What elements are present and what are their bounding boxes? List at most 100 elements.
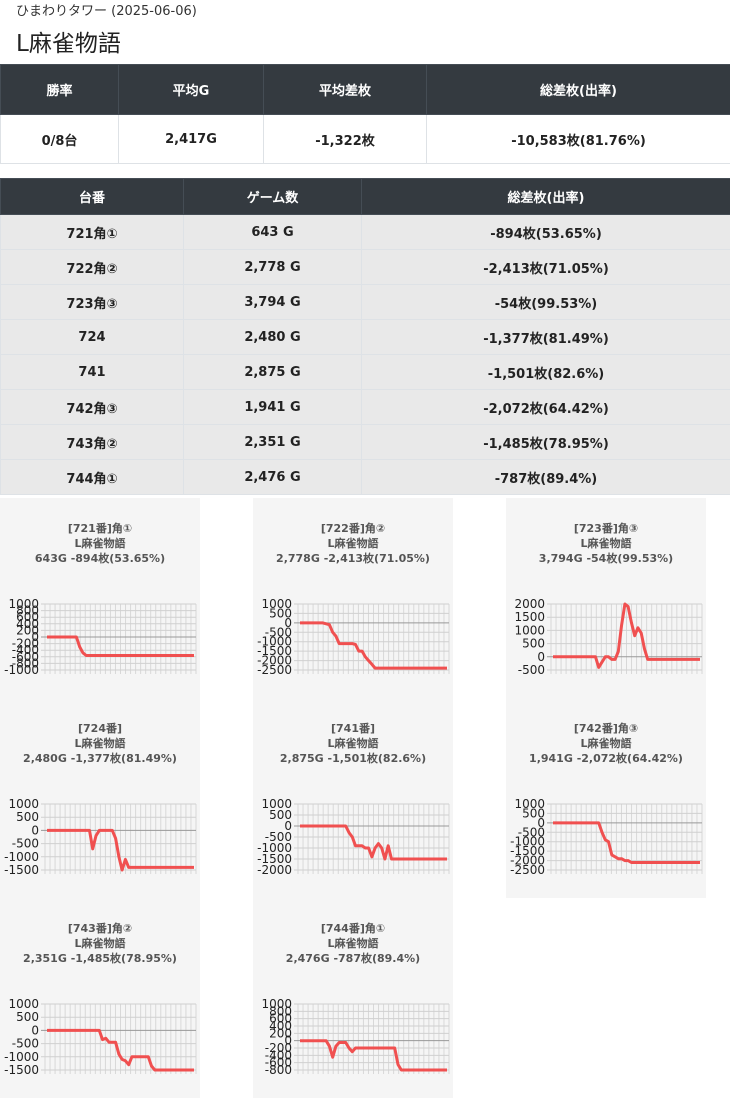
y-tick-label: -1500 (4, 863, 39, 877)
summary-header-row: 勝率 平均G 平均差枚 総差枚(出率) (0, 64, 730, 115)
y-tick-label: -500 (518, 825, 545, 839)
y-tick-label: -600 (265, 1056, 292, 1070)
y-tick-label: -200 (265, 1041, 292, 1055)
machine-no: 741 (0, 354, 184, 390)
table-row[interactable]: 722角② 2,778 G -2,413枚(71.05%) (0, 249, 730, 285)
chart-subtitle: L麻雀物語 (327, 537, 379, 550)
chart-subtitle: L麻雀物語 (580, 737, 632, 750)
y-tick-label: -2000 (257, 863, 292, 877)
series-line (300, 621, 447, 670)
avg-diff-value: -1,322枚 (263, 114, 427, 164)
chart-card: [744番]角① L麻雀物語 2,476G -787枚(89.4%) 1000 800 6… (253, 898, 453, 1098)
chart-title: [744番]角① (320, 922, 386, 935)
y-tick-label: 0 (284, 1034, 292, 1048)
y-tick-label: -400 (265, 1048, 292, 1062)
header-games[interactable]: ゲーム数 (183, 178, 362, 215)
chart-info: 1,941G -2,072枚(64.42%) (529, 752, 683, 765)
y-tick-label: -1000 (510, 835, 545, 849)
chart-subtitle: L麻雀物語 (327, 737, 379, 750)
table-row[interactable]: 743角② 2,351 G -1,485枚(78.95%) (0, 424, 730, 460)
y-tick-label: 1000 (514, 798, 545, 811)
machine-diff: -787枚(89.4%) (361, 459, 730, 495)
page-subtitle: ひまわりタワー (2025-06-06) (16, 4, 197, 19)
chart-info: 2,875G -1,501枚(82.6%) (279, 752, 427, 765)
series-line (553, 602, 700, 669)
y-tick-label: 2000 (514, 598, 545, 611)
machine-games: 2,875 G (183, 354, 362, 390)
y-tick-label: 500 (522, 806, 545, 820)
chart-title: [742番]角③ (573, 722, 639, 735)
chart-subtitle: L麻雀物語 (327, 937, 379, 950)
machine-no: 723角③ (0, 284, 184, 320)
chart-card: [724番] L麻雀物語 2,480G -1,377枚(81.49%) 1000 500… (0, 698, 200, 898)
chart-info: 643G -894枚(53.65%) (34, 552, 166, 565)
y-tick-label: 0 (31, 630, 39, 644)
y-tick-label: -1500 (510, 844, 545, 858)
series-line (553, 821, 700, 864)
machine-games: 2,476 G (183, 459, 362, 495)
y-tick-label: 1000 (261, 798, 292, 811)
chart-card: [722番]角② L麻雀物語 2,778G -2,413枚(71.05%) 1000 5… (253, 498, 453, 698)
y-tick-label: -1500 (257, 644, 292, 658)
y-tick-label: 600 (16, 610, 39, 624)
header-avg-diff[interactable]: 平均差枚 (263, 64, 427, 115)
y-tick-label: 0 (537, 650, 545, 664)
y-tick-label: -1000 (4, 1050, 39, 1064)
header-win-rate[interactable]: 勝率 (0, 64, 119, 115)
table-row[interactable]: 721角① 643 G -894枚(53.65%) (0, 214, 730, 250)
y-tick-label: 200 (269, 1026, 292, 1040)
series-line (300, 1039, 447, 1072)
table-row[interactable]: 741 2,875 G -1,501枚(82.6%) (0, 354, 730, 390)
y-tick-label: -500 (265, 625, 292, 639)
header-avg-games[interactable]: 平均G (118, 64, 264, 115)
page-title: L麻雀物語 (16, 31, 121, 57)
chart-title: [743番]角② (67, 922, 133, 935)
machine-diff: -1,377枚(81.49%) (361, 319, 730, 355)
series-line (300, 824, 447, 861)
machine-no: 743角② (0, 424, 184, 460)
y-tick-label: -1000 (257, 635, 292, 649)
machine-diff: -2,072枚(64.42%) (361, 389, 730, 425)
y-tick-label: 0 (284, 819, 292, 833)
y-tick-label: 500 (16, 1010, 39, 1024)
y-tick-label: -1000 (4, 850, 39, 864)
table-row[interactable]: 744角① 2,476 G -787枚(89.4%) (0, 459, 730, 495)
machine-diff: -1,485枚(78.95%) (361, 424, 730, 460)
y-tick-label: 0 (31, 823, 39, 837)
chart-subtitle: L麻雀物語 (580, 537, 632, 550)
machine-diff: -894枚(53.65%) (361, 214, 730, 250)
y-tick-label: -500 (12, 1037, 39, 1051)
summary-row: 0/8台 2,417G -1,322枚 -10,583枚(81.76%) (0, 114, 730, 164)
chart-subtitle: L麻雀物語 (74, 537, 126, 550)
series-line (47, 1028, 194, 1072)
header-machine-no[interactable]: 台番 (0, 178, 184, 215)
y-tick-label: -600 (12, 650, 39, 664)
machine-no: 722角② (0, 249, 184, 285)
chart-subtitle: L麻雀物語 (74, 737, 126, 750)
y-tick-label: -2000 (510, 854, 545, 868)
win-rate-value: 0/8台 (0, 114, 119, 164)
table-row[interactable]: 723角③ 3,794 G -54枚(99.53%) (0, 284, 730, 320)
chart-info: 2,351G -1,485枚(78.95%) (23, 952, 177, 965)
chart-title: [721番]角① (67, 522, 133, 535)
machine-header-row: 台番 ゲーム数 総差枚(出率) (0, 178, 730, 215)
chart-info: 2,480G -1,377枚(81.49%) (23, 752, 177, 765)
y-tick-label: 200 (16, 623, 39, 637)
chart-card: [723番]角③ L麻雀物語 3,794G -54枚(99.53%) 2000 1500… (506, 498, 706, 698)
table-row[interactable]: 724 2,480 G -1,377枚(81.49%) (0, 319, 730, 355)
chart-card: [741番] L麻雀物語 2,875G -1,501枚(82.6%) 1000 500 0… (253, 698, 453, 898)
y-tick-label: 500 (522, 637, 545, 651)
y-tick-label: 0 (31, 1023, 39, 1037)
avg-games-value: 2,417G (118, 114, 264, 164)
y-tick-label: 500 (16, 810, 39, 824)
machine-games: 2,480 G (183, 319, 362, 355)
machine-games: 1,941 G (183, 389, 362, 425)
series-line (47, 635, 194, 657)
header-total-diff[interactable]: 総差枚(出率) (426, 64, 730, 115)
table-row[interactable]: 742角③ 1,941 G -2,072枚(64.42%) (0, 389, 730, 425)
total-diff-value: -10,583枚(81.76%) (426, 114, 730, 164)
header-machine-total-diff[interactable]: 総差枚(出率) (361, 178, 730, 215)
